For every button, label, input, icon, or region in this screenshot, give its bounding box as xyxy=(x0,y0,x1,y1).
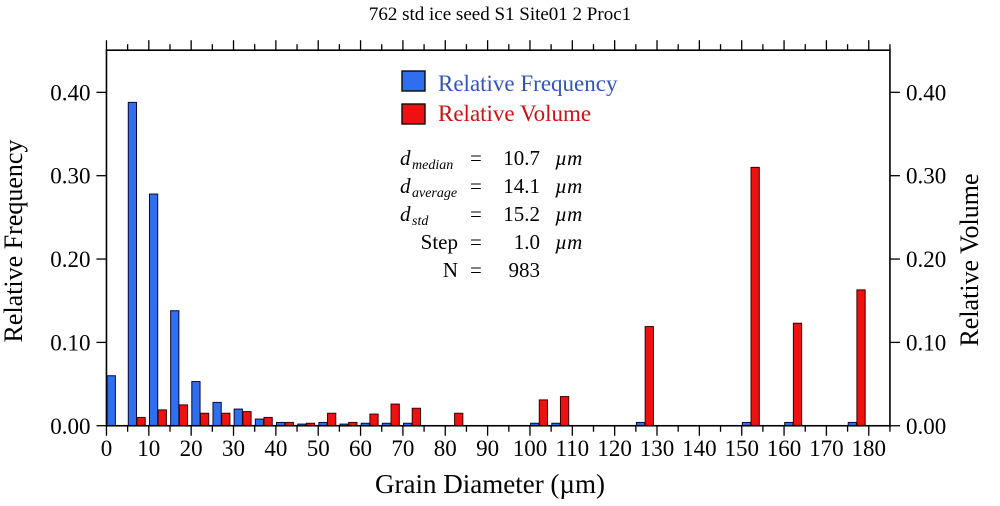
svg-text:40: 40 xyxy=(264,436,287,461)
svg-text:=: = xyxy=(470,146,482,170)
svg-text:762 std ice seed S1 Site01 2 P: 762 std ice seed S1 Site01 2 Proc1 xyxy=(369,4,631,25)
svg-text:160: 160 xyxy=(767,436,802,461)
svg-text:Relative Frequency: Relative Frequency xyxy=(438,71,618,96)
svg-text:0.20: 0.20 xyxy=(906,247,946,272)
svg-text:170: 170 xyxy=(809,436,844,461)
svg-text:0.30: 0.30 xyxy=(906,164,946,189)
svg-text:180: 180 xyxy=(852,436,887,461)
svg-text:d: d xyxy=(400,174,411,198)
svg-text:0.10: 0.10 xyxy=(906,330,946,355)
svg-text:10.7: 10.7 xyxy=(503,146,540,170)
svg-text:=: = xyxy=(470,174,482,198)
svg-text:Relative Frequency: Relative Frequency xyxy=(0,140,28,343)
svg-text:Relative Volume: Relative Volume xyxy=(438,101,591,126)
svg-text:Step: Step xyxy=(421,230,458,254)
svg-text:0.40: 0.40 xyxy=(906,80,946,105)
svg-text:=: = xyxy=(470,230,482,254)
svg-text:1.0: 1.0 xyxy=(514,230,540,254)
svg-text:100: 100 xyxy=(513,436,548,461)
svg-text:d: d xyxy=(400,202,411,226)
svg-text:70: 70 xyxy=(391,436,414,461)
svg-text:110: 110 xyxy=(555,436,589,461)
svg-text:Relative Volume: Relative Volume xyxy=(955,173,984,346)
svg-text:130: 130 xyxy=(640,436,675,461)
svg-text:60: 60 xyxy=(349,436,372,461)
svg-text:µm: µm xyxy=(555,146,582,170)
svg-text:10: 10 xyxy=(137,436,160,461)
svg-text:0.00: 0.00 xyxy=(906,414,946,439)
svg-text:µm: µm xyxy=(555,230,582,254)
svg-text:90: 90 xyxy=(476,436,499,461)
svg-text:0.30: 0.30 xyxy=(50,164,90,189)
svg-text:=: = xyxy=(470,202,482,226)
svg-text:=: = xyxy=(470,258,482,282)
svg-text:983: 983 xyxy=(509,258,541,282)
svg-text:0.00: 0.00 xyxy=(50,414,90,439)
svg-text:140: 140 xyxy=(682,436,717,461)
svg-text:0.10: 0.10 xyxy=(50,330,90,355)
svg-text:0.40: 0.40 xyxy=(50,80,90,105)
svg-text:average: average xyxy=(412,186,457,201)
svg-text:µm: µm xyxy=(555,202,582,226)
svg-text:d: d xyxy=(400,146,411,170)
svg-text:20: 20 xyxy=(180,436,203,461)
svg-text:80: 80 xyxy=(434,436,457,461)
svg-text:Grain Diameter (µm): Grain Diameter (µm) xyxy=(375,469,605,499)
svg-text:median: median xyxy=(412,158,453,173)
svg-text:30: 30 xyxy=(222,436,245,461)
svg-text:0.20: 0.20 xyxy=(50,247,90,272)
svg-text:120: 120 xyxy=(597,436,632,461)
svg-text:14.1: 14.1 xyxy=(503,174,540,198)
svg-text:150: 150 xyxy=(724,436,759,461)
svg-text:15.2: 15.2 xyxy=(503,202,540,226)
svg-text:50: 50 xyxy=(307,436,330,461)
svg-text:N: N xyxy=(443,258,458,282)
svg-text:std: std xyxy=(412,214,429,229)
svg-text:µm: µm xyxy=(555,174,582,198)
svg-text:0: 0 xyxy=(101,436,113,461)
